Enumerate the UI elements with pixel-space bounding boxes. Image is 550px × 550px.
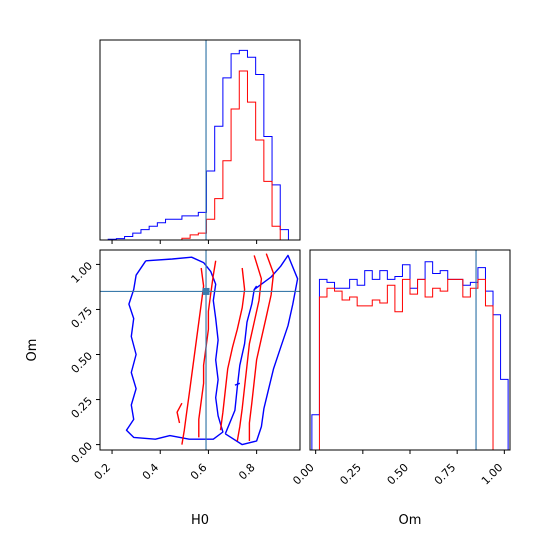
om-hist-x-tick-label: 0.25 <box>337 461 364 488</box>
h0-marginal-histogram <box>99 39 301 244</box>
h0-hist-series-1 <box>100 70 300 240</box>
om-hist-series-0 <box>311 261 509 450</box>
joint-truth-marker <box>202 287 210 295</box>
joint-frame <box>99 249 301 451</box>
joint-y-tick-label: 0.75 <box>69 304 96 331</box>
joint-x-tick-label: 0.8 <box>236 461 258 483</box>
h0-hist-plot-area <box>100 49 300 240</box>
joint-plot-area <box>125 253 299 446</box>
y-axis-label-om: Om <box>25 339 40 362</box>
h0-om-joint-contours: 0.2 0.4 0.6 0.8 0.00 0.25 0.50 0.75 1.00 <box>69 249 301 483</box>
om-hist-series-1 <box>311 278 509 451</box>
contour-line-9 <box>176 402 183 424</box>
h0-hist-frame <box>99 39 301 241</box>
contour-line-7 <box>236 255 263 442</box>
x-axis-label-om: Om <box>399 513 422 528</box>
x-axis-label-h0: H0 <box>191 513 209 528</box>
om-marginal-histogram: 0.00 0.25 0.50 0.75 1.00 <box>290 249 511 488</box>
joint-x-tick-label: 0.2 <box>92 461 114 483</box>
joint-y-tick-label: 0.00 <box>69 440 96 467</box>
contour-line-3 <box>234 382 241 386</box>
contour-line-8 <box>248 253 275 441</box>
om-hist-x-tick-label: 0.50 <box>385 461 412 488</box>
contour-line-0 <box>125 256 224 440</box>
contour-line-4 <box>181 267 205 445</box>
om-hist-x-tick-label: 0.75 <box>432 461 459 488</box>
joint-y-tick-label: 0.50 <box>69 349 96 376</box>
contour-line-5 <box>198 260 217 438</box>
contour-line-6 <box>219 267 246 431</box>
joint-y-tick-label: 1.00 <box>69 259 96 286</box>
h0-hist-series-0 <box>100 49 300 240</box>
contour-line-1 <box>224 254 299 446</box>
om-hist-x-tick-label: 1.00 <box>479 461 506 488</box>
joint-x-tick-label: 0.6 <box>188 461 210 483</box>
joint-y-tick-label: 0.25 <box>69 394 96 421</box>
joint-x-tick-label: 0.4 <box>140 461 162 483</box>
contour-line-2 <box>253 285 258 290</box>
om-hist-x-tick-label: 0.00 <box>290 461 317 488</box>
